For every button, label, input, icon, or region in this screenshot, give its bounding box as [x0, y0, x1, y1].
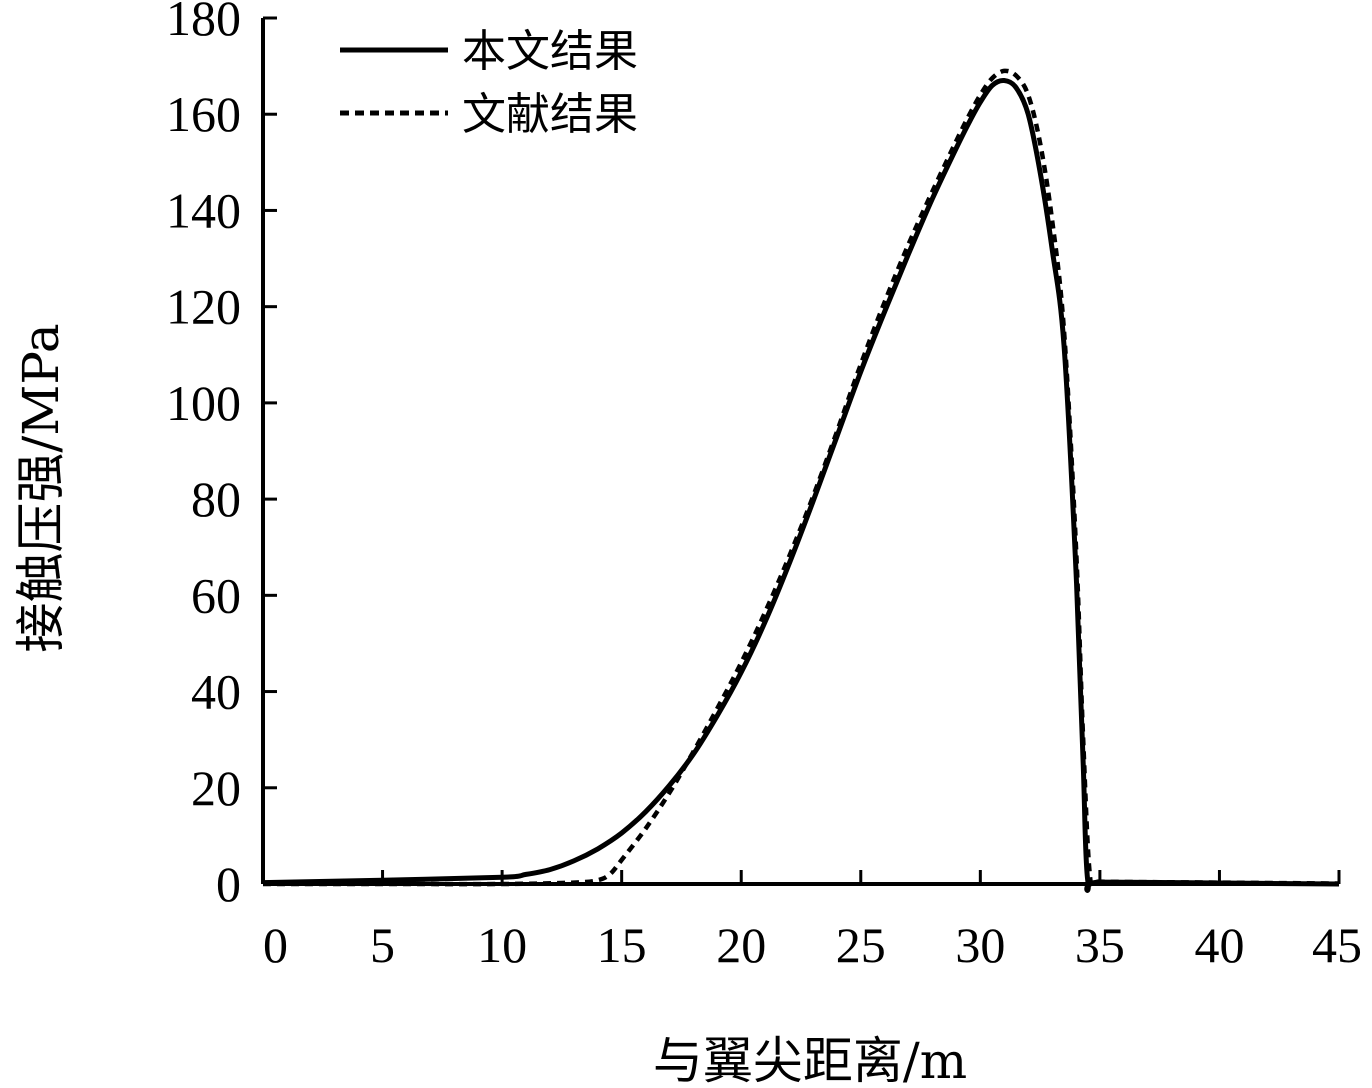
y-tick-label: 80 — [191, 471, 241, 527]
y-axis-title: 接触压强/MPa — [12, 323, 70, 652]
legend-label-2: 文献结果 — [462, 89, 638, 140]
y-tick-label: 20 — [191, 760, 241, 816]
x-tick-label: 0 — [263, 917, 288, 973]
x-tick-label: 10 — [477, 917, 527, 973]
series-line-this-paper — [262, 77, 1340, 893]
y-tick-label: 40 — [191, 664, 241, 720]
y-tick-label: 100 — [166, 375, 241, 431]
y-tick-label: 180 — [166, 0, 241, 46]
x-tick-label: 30 — [955, 917, 1005, 973]
legend-label-1: 本文结果 — [462, 26, 638, 77]
axes — [261, 18, 1339, 886]
series-layer — [262, 68, 1340, 893]
y-tick-label: 120 — [166, 279, 241, 335]
ticks — [261, 16, 1341, 886]
x-axis-title: 与翼尖距离/m — [653, 1032, 967, 1088]
legend: 本文结果 文献结果 — [340, 26, 638, 140]
y-tick-label: 140 — [166, 182, 241, 238]
x-tick-label: 35 — [1075, 917, 1125, 973]
y-tick-label: 60 — [191, 567, 241, 623]
x-tick-label: 20 — [716, 917, 766, 973]
x-tick-label: 45 — [1312, 917, 1362, 973]
x-tick-label: 40 — [1194, 917, 1244, 973]
y-tick-label: 0 — [216, 856, 241, 912]
x-tick-label: 25 — [836, 917, 886, 973]
x-tick-label: 5 — [370, 917, 395, 973]
series-line-literature — [263, 68, 1340, 893]
x-tick-label: 15 — [597, 917, 647, 973]
y-tick-label: 160 — [166, 86, 241, 142]
tick-labels: 0 20 40 60 80 100 120 140 160 180 0 5 10 15 20 25 30 35 40… — [166, 0, 1362, 973]
